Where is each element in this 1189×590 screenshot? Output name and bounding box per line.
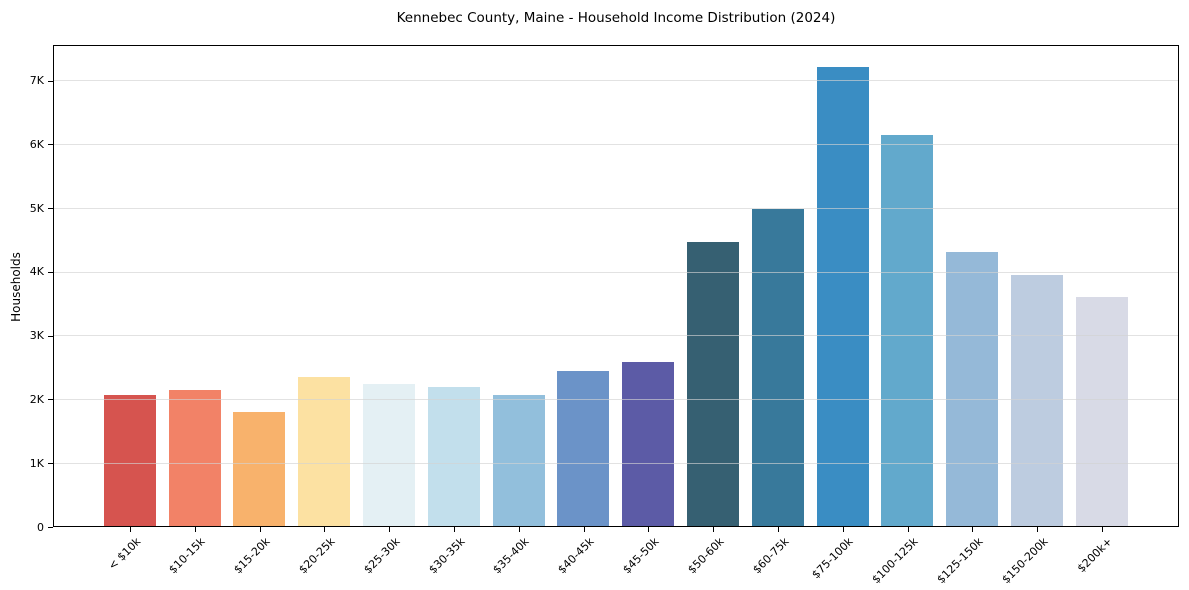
- bar: [816, 66, 869, 526]
- y-axis-tick: [48, 208, 53, 210]
- x-tick-label: $150-200k: [999, 535, 1051, 587]
- gridline: [54, 207, 1178, 209]
- y-tick-label: 1K: [29, 456, 44, 470]
- x-tick-label: $60-75k: [749, 535, 792, 577]
- x-axis-tick: [713, 527, 715, 532]
- x-axis-tick: [1037, 527, 1039, 532]
- y-axis-label: Households: [9, 252, 23, 322]
- x-tick-label: $20-25k: [296, 535, 338, 577]
- gridline: [54, 80, 1178, 82]
- x-tick-label: < $10k: [105, 535, 144, 573]
- bar: [751, 209, 804, 526]
- gridline: [54, 144, 1178, 146]
- chart-title: Kennebec County, Maine - Household Incom…: [396, 10, 836, 26]
- x-axis-tick: [842, 527, 844, 532]
- bar: [946, 252, 999, 526]
- plot-area: [53, 45, 1179, 527]
- gridline: [54, 462, 1178, 464]
- bar: [492, 395, 545, 526]
- y-tick-label: 2K: [29, 392, 44, 406]
- x-axis-tick: [583, 527, 585, 532]
- x-tick-label: $75-100k: [809, 535, 857, 582]
- x-tick-label: $15-20k: [231, 535, 273, 577]
- bar: [557, 370, 610, 526]
- y-tick-label: 4K: [29, 265, 44, 279]
- x-tick-label: $125-150k: [934, 535, 986, 587]
- x-tick-label: $50-60k: [685, 535, 727, 577]
- gridline: [54, 335, 1178, 337]
- x-axis-tick: [1102, 527, 1103, 532]
- bar: [298, 376, 351, 526]
- y-axis-tick: [48, 80, 53, 82]
- x-tick-label: $200k+: [1075, 535, 1116, 576]
- bar: [362, 383, 415, 526]
- y-tick-label: 5K: [29, 201, 44, 215]
- x-tick-label: $25-30k: [361, 535, 403, 577]
- x-axis-tick: [259, 527, 261, 532]
- x-tick-label: $100-125k: [869, 535, 921, 587]
- y-tick-label: 7K: [29, 74, 44, 88]
- x-tick-label: $45-50k: [620, 535, 662, 577]
- bar: [622, 362, 675, 526]
- y-axis-tick: [48, 271, 53, 273]
- gridline: [54, 399, 1178, 401]
- bar: [881, 134, 934, 526]
- bar: [103, 394, 156, 526]
- x-axis-tick: [324, 527, 326, 532]
- x-tick-label: $10-15k: [166, 535, 209, 577]
- y-axis-tick: [48, 527, 53, 528]
- bar: [168, 390, 221, 526]
- y-axis-tick: [48, 463, 53, 465]
- y-axis-tick: [48, 144, 53, 146]
- bar: [1075, 296, 1128, 526]
- x-axis-tick: [194, 527, 196, 532]
- x-axis-tick: [907, 527, 909, 532]
- y-axis-tick: [48, 399, 53, 401]
- x-tick-label: $40-45k: [555, 535, 597, 577]
- x-axis-tick: [972, 527, 974, 532]
- x-tick-label: $35-40k: [490, 535, 533, 577]
- x-axis-tick: [648, 527, 650, 532]
- x-axis-tick: [454, 527, 455, 532]
- x-axis-tick: [130, 527, 131, 532]
- bar: [427, 386, 480, 526]
- y-axis-tick: [48, 335, 53, 337]
- y-tick-label: 6K: [29, 137, 44, 151]
- bar: [233, 412, 286, 526]
- gridline: [54, 271, 1178, 273]
- x-axis-tick: [518, 527, 520, 532]
- bar: [686, 241, 739, 526]
- x-axis-tick: [778, 527, 779, 532]
- bar: [1010, 275, 1063, 526]
- y-tick-label: 3K: [29, 329, 44, 343]
- y-tick-label: 0: [37, 520, 44, 534]
- x-axis-tick: [389, 527, 391, 532]
- x-tick-label: $30-35k: [425, 535, 468, 577]
